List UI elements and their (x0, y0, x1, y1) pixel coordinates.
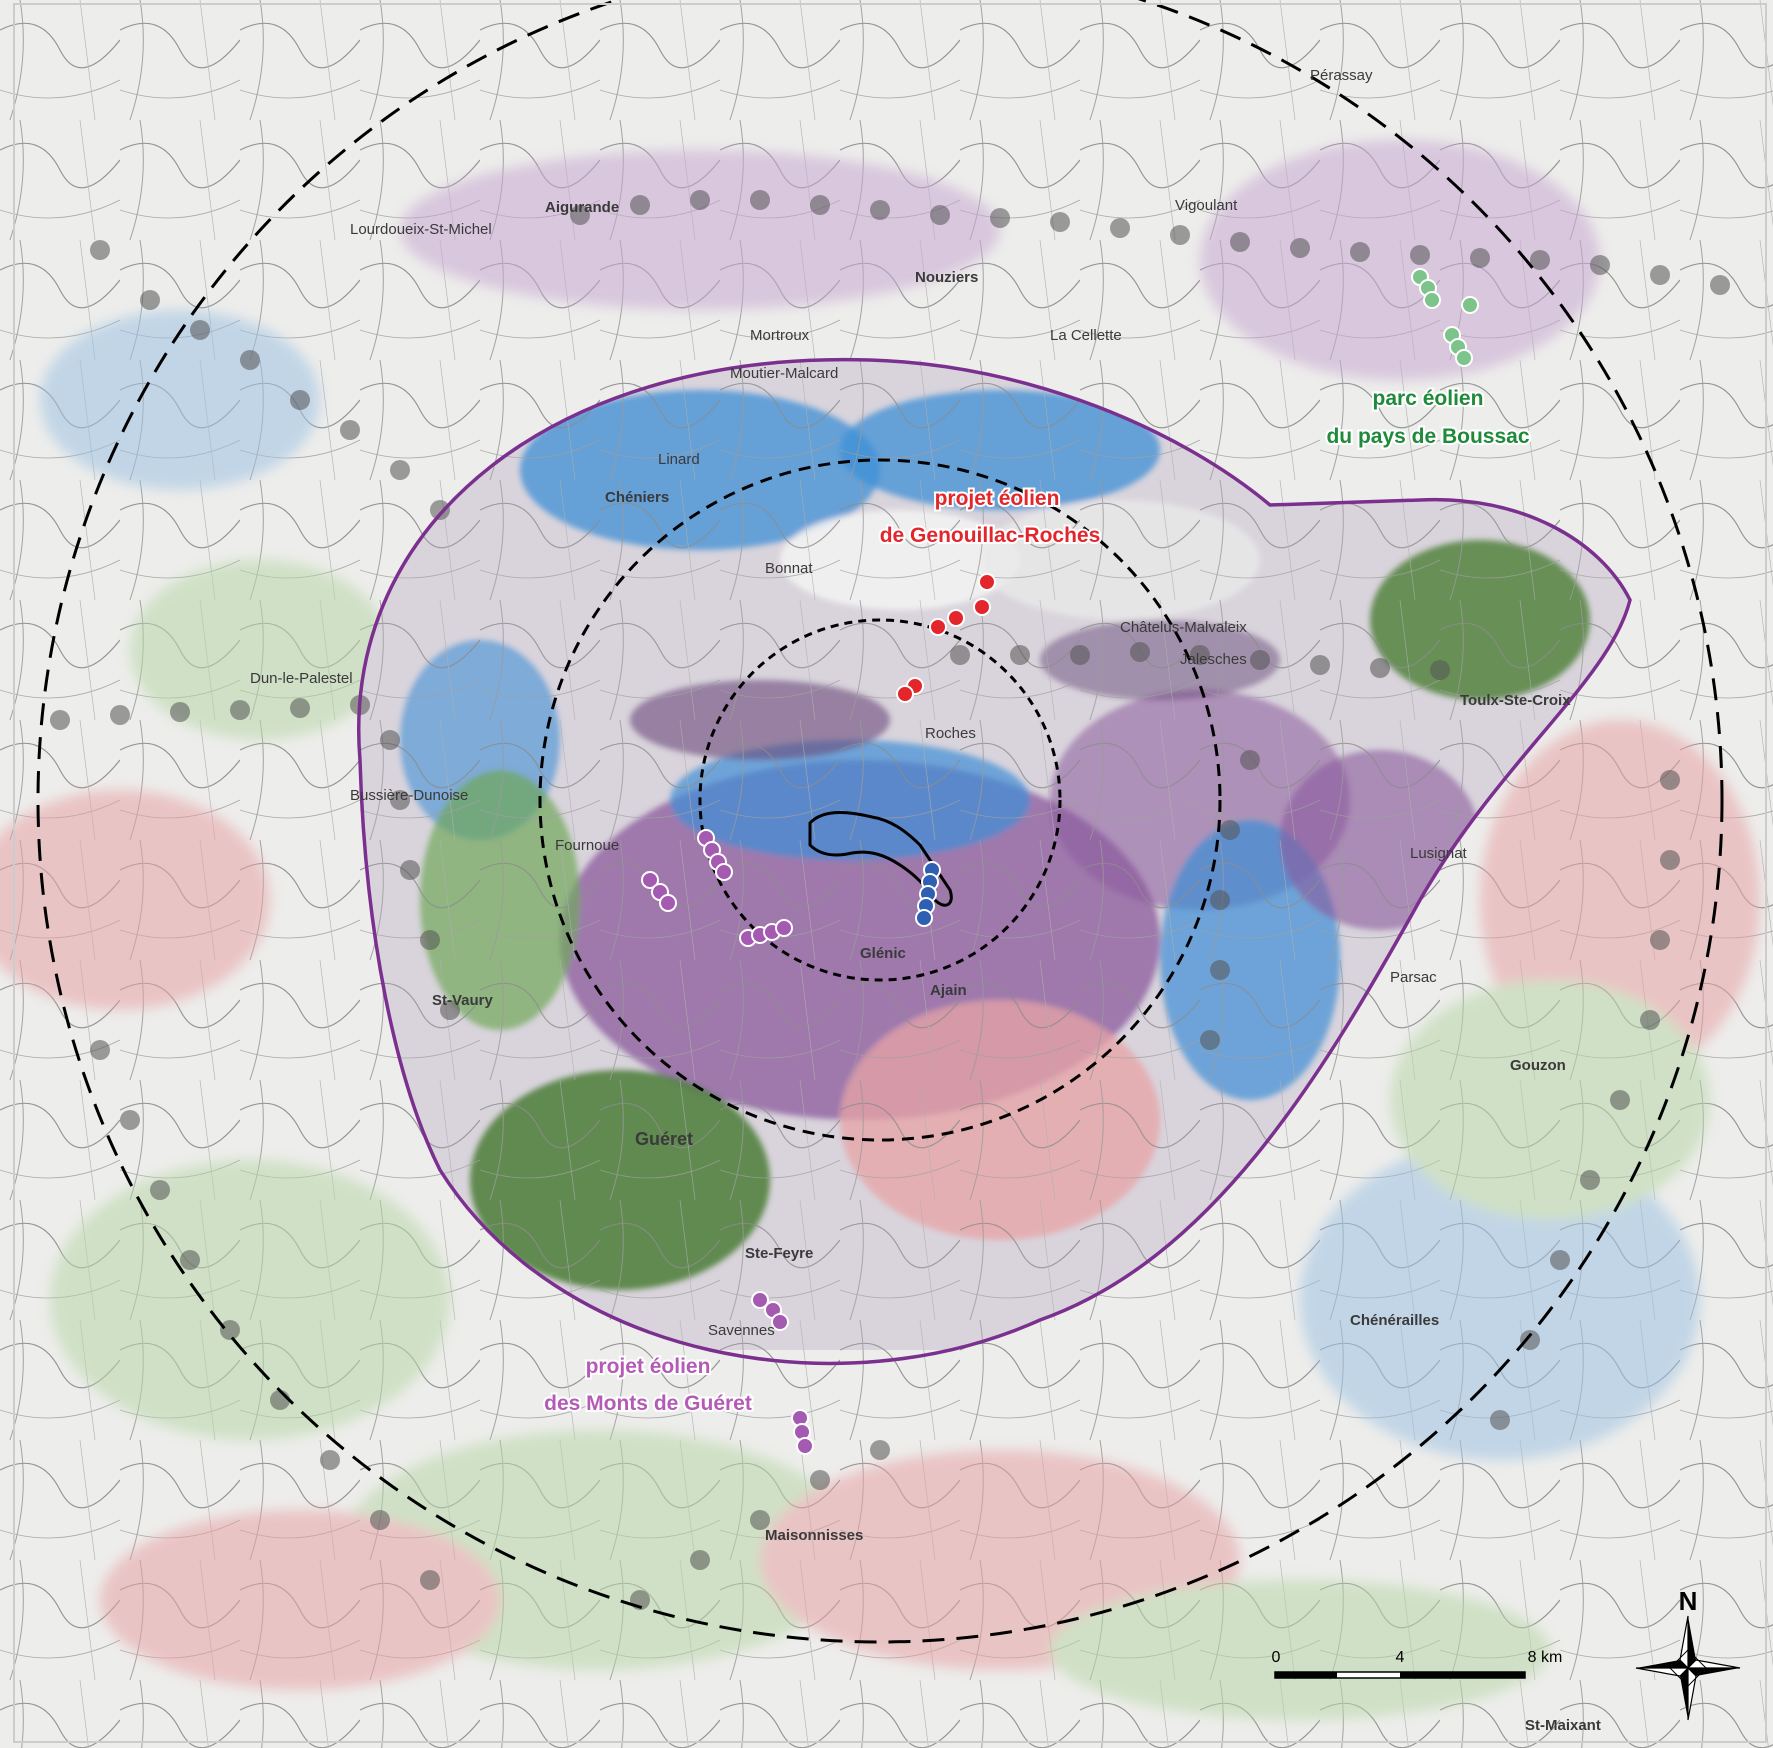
town-jalesches: Jalesches (1180, 651, 1247, 668)
town-st-maixant: St-Maixant (1525, 1717, 1601, 1734)
town-ste-feyre: Ste-Feyre (745, 1245, 813, 1262)
town-chenerailles: Chénérailles (1350, 1312, 1439, 1329)
genouillac-label-line1: projet éolien (935, 487, 1060, 510)
town-roches: Roches (925, 725, 976, 742)
outer-zones (0, 140, 1760, 1720)
town-toulx: Toulx-Ste-Croix (1460, 692, 1571, 709)
map-frame (13, 3, 1767, 1743)
town-lusignat: Lusignat (1410, 845, 1468, 862)
town-fournoue: Fournoue (555, 837, 619, 854)
boussac-label-line1: parc éolien (1373, 387, 1484, 410)
gueret-turbines (641, 829, 814, 1455)
town-vigoulant: Vigoulant (1175, 197, 1238, 214)
inner-ring (698, 618, 1062, 982)
gueret-label-line1: projet éolien (586, 1355, 711, 1378)
town-aigurande: Aigurande (545, 199, 619, 216)
town-ajain: Ajain (930, 982, 967, 999)
genouillac-label-line2: de Genouillac-Roches (880, 524, 1101, 547)
distance-rings (36, 0, 1724, 1644)
town-dun: Dun-le-Palestel (250, 670, 353, 687)
town-mortroux: Mortroux (750, 327, 810, 344)
wind-farm-labels: parc éolien du pays de Boussac projet éo… (542, 385, 1532, 1417)
town-glenic: Glénic (860, 945, 906, 962)
north-label: N (1679, 1586, 1698, 1616)
town-chatelus: Châtelus-Malvaleix (1120, 619, 1247, 636)
town-nouziers: Nouziers (915, 269, 978, 286)
compass-rose-icon (1635, 1615, 1741, 1721)
town-gouzon: Gouzon (1510, 1057, 1566, 1074)
town-bussiere: Bussière-Dunoise (350, 787, 468, 804)
town-lourdoueix: Lourdoueix-St-Michel (350, 221, 492, 238)
scale-tick-4: 4 (1396, 1649, 1405, 1666)
middle-ring (538, 458, 1222, 1142)
study-area-outline (357, 357, 1632, 1366)
town-labels: Aigurande Lourdoueix-St-Michel Chéniers … (250, 67, 1601, 1734)
boussac-turbines (1411, 268, 1479, 367)
town-maisonnisses: Maisonnisses (765, 1527, 863, 1544)
project-turbines (915, 861, 941, 927)
obstacle-dots (50, 190, 1730, 1610)
town-perassay: Pérassay (1310, 67, 1373, 84)
north-arrow: N (1635, 1586, 1741, 1721)
scale-tick-0: 0 (1272, 1649, 1281, 1666)
town-gueret: Guéret (635, 1129, 693, 1149)
genouillac-turbines (896, 573, 996, 703)
town-st-vaury: St-Vaury (432, 992, 494, 1009)
town-cheniers: Chéniers (605, 489, 669, 506)
boussac-label-line2: du pays de Boussac (1326, 425, 1529, 448)
town-bonnat: Bonnat (765, 560, 813, 577)
outer-ring (36, 0, 1724, 1644)
town-la-celle: La Cellette (1050, 327, 1122, 344)
town-linard: Linard (658, 451, 700, 468)
project-zone-outline (808, 811, 953, 907)
town-parsac: Parsac (1390, 969, 1437, 986)
scale-tick-8: 8 km (1528, 1649, 1563, 1666)
scale-bar: 0 4 8 km (1272, 1649, 1563, 1679)
town-moutier: Moutier-Malcard (730, 365, 838, 382)
gueret-label-line2: des Monts de Guéret (544, 1392, 752, 1415)
town-savennes: Savennes (708, 1322, 775, 1339)
